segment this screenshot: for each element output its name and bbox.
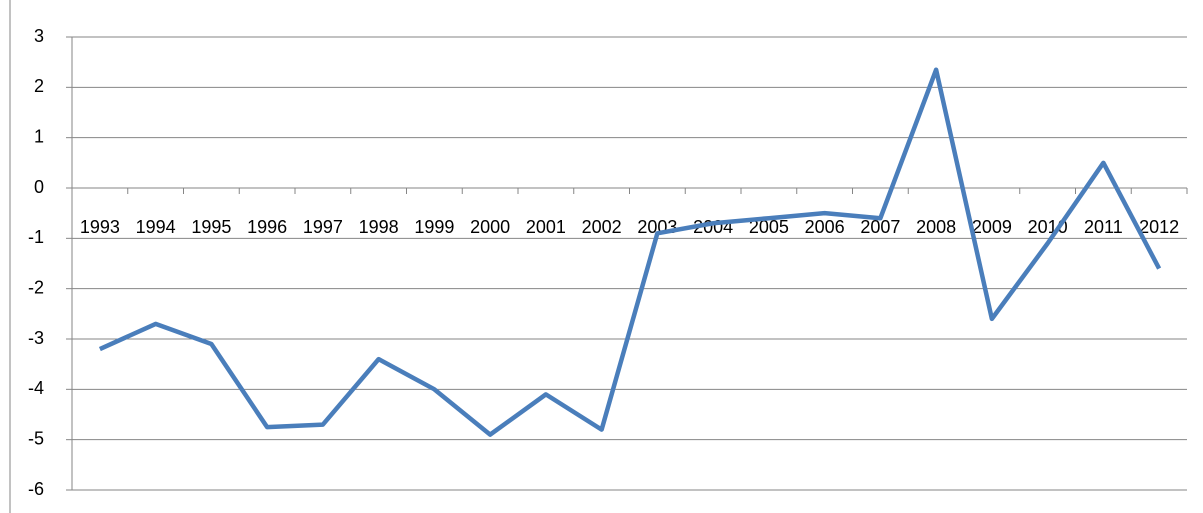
x-tick-label: 2007 (860, 217, 900, 237)
y-tick-label: -4 (28, 378, 44, 398)
x-tick-label: 2012 (1139, 217, 1179, 237)
x-tick-label: 1995 (191, 217, 231, 237)
y-tick-label: -1 (28, 227, 44, 247)
x-tick-label: 2001 (526, 217, 566, 237)
x-tick-label: 1993 (80, 217, 120, 237)
x-tick-label: 1998 (359, 217, 399, 237)
x-tick-label: 1997 (303, 217, 343, 237)
y-tick-label: 0 (34, 177, 44, 197)
data-line (98, 67, 1162, 437)
y-tick-label: -6 (28, 479, 44, 499)
x-tick-label: 1999 (414, 217, 454, 237)
x-tick-label: 2008 (916, 217, 956, 237)
x-tick-label: 2000 (470, 217, 510, 237)
y-tick-label: -3 (28, 328, 44, 348)
x-tick-label: 1994 (136, 217, 176, 237)
y-tick-label: 3 (34, 26, 44, 46)
x-tick-label: 2005 (749, 217, 789, 237)
x-tick-label: 2002 (582, 217, 622, 237)
y-tick-label: 2 (34, 76, 44, 96)
x-tick-label: 2011 (1084, 217, 1123, 237)
x-tick-label: 1996 (247, 217, 287, 237)
y-tick-label: 1 (34, 126, 44, 146)
y-tick-label: -2 (28, 277, 44, 297)
y-tick-label: -5 (28, 428, 44, 448)
x-tick-label: 2009 (972, 217, 1012, 237)
x-tick-label: 2006 (805, 217, 845, 237)
